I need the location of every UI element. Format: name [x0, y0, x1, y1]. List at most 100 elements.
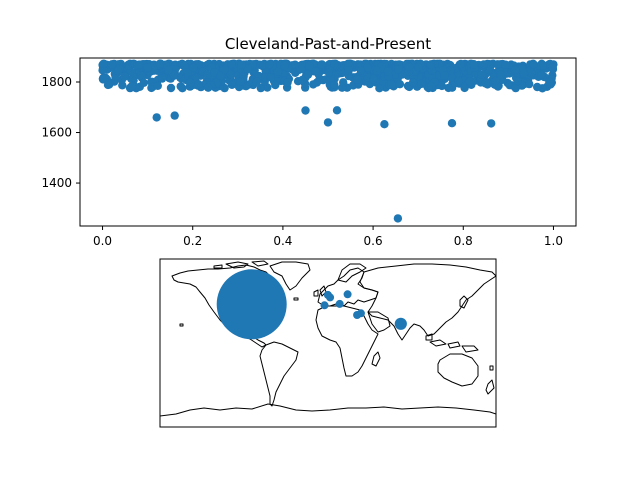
scatter-point: [296, 64, 306, 74]
map-bubble: [326, 293, 335, 302]
scatter-point: [456, 59, 466, 69]
y-tick-label: 1400: [41, 176, 72, 190]
chart-title: Cleveland-Past-and-Present: [225, 35, 431, 53]
scatter-point: [155, 59, 165, 68]
y-tick-label: 1800: [41, 75, 72, 89]
scatter-point-outlier: [380, 120, 389, 129]
scatter-point: [203, 70, 212, 79]
scatter-point: [137, 71, 146, 81]
scatter-point-outlier: [332, 106, 342, 115]
scatter-point-outlier: [301, 106, 310, 115]
coastline-asia: [359, 263, 496, 341]
scatter-point: [539, 61, 548, 70]
x-tick-label: 1.0: [544, 234, 563, 248]
scatter-point: [143, 63, 152, 72]
coastlines: [160, 260, 496, 417]
scatter-point: [189, 63, 198, 72]
scatter-point: [469, 60, 479, 69]
scatter-point: [454, 76, 463, 86]
scatter-point: [180, 61, 189, 71]
scatter-point: [153, 81, 162, 91]
x-tick-label: 0.0: [93, 234, 112, 248]
map-frame: [159, 258, 497, 428]
scatter-point: [139, 78, 148, 88]
scatter-point: [481, 79, 490, 88]
scatter-point: [513, 76, 522, 86]
scatter-point: [491, 76, 500, 86]
coastline-scandinavia: [337, 263, 367, 283]
scatter-point: [339, 78, 348, 87]
scatter-point: [120, 72, 129, 81]
x-tick-label: 0.2: [183, 234, 202, 248]
scatter-point: [194, 80, 203, 89]
scatter-point: [219, 65, 229, 74]
scatter-point: [226, 70, 236, 79]
scatter-point: [237, 60, 246, 69]
map-content: [160, 260, 496, 417]
scatter-point: [426, 60, 436, 69]
scatter-point: [479, 60, 488, 69]
coastline-new-zealand: [485, 379, 495, 395]
scatter-point: [529, 60, 538, 69]
scatter-point: [356, 66, 366, 75]
scatter-point: [477, 70, 486, 80]
scatter-point: [493, 60, 502, 69]
coastline-small-islands: [179, 297, 494, 371]
scatter-point: [317, 60, 327, 69]
scatter-point-outlier: [152, 113, 161, 122]
scatter-point: [290, 60, 300, 69]
y-tick-label: 1600: [41, 126, 72, 140]
scatter-point: [169, 70, 179, 79]
scatter-point: [525, 79, 534, 89]
scatter-point: [241, 82, 251, 91]
scatter-point: [183, 68, 192, 77]
scatter-point: [511, 83, 520, 93]
scatter-points: [98, 59, 558, 223]
scatter-point: [394, 65, 403, 74]
scatter-point: [280, 61, 289, 71]
scatter-point: [417, 79, 426, 89]
scatter-point: [164, 66, 173, 75]
scatter-point: [387, 80, 396, 89]
scatter-point: [375, 84, 384, 93]
scatter-point: [533, 82, 542, 92]
scatter-point: [100, 74, 109, 83]
scatter-point: [305, 61, 314, 71]
scatter-point: [383, 67, 393, 76]
scatter-point: [185, 78, 195, 88]
scatter-point: [103, 80, 113, 90]
map-bubble: [216, 269, 287, 340]
map-bubble: [320, 301, 329, 310]
coastline-madagascar: [371, 351, 381, 367]
scatter-point: [135, 60, 144, 69]
scatter-point: [537, 70, 546, 80]
scatter-point: [414, 63, 423, 72]
scatter-point: [343, 59, 353, 68]
scatter-point: [369, 74, 378, 84]
scatter-point-outlier: [393, 214, 403, 223]
scatter-point: [204, 83, 213, 92]
coastline-arctic-islands: [213, 260, 269, 269]
map-bubble: [394, 317, 407, 330]
coastline-australia: [437, 353, 479, 387]
world-map: [159, 258, 497, 428]
coastline-south-america: [259, 341, 299, 407]
scatter-point: [126, 67, 136, 76]
map-bubbles: [216, 269, 407, 340]
scatter-point: [303, 70, 313, 79]
scatter-point: [309, 80, 318, 89]
scatter-point: [271, 80, 280, 90]
scatter-point: [311, 67, 320, 76]
scatter-point: [166, 83, 176, 93]
scatter-point: [236, 77, 245, 86]
scatter-point: [353, 75, 362, 84]
scatter-point-outlier: [447, 119, 457, 128]
scatter-point: [427, 66, 437, 76]
scatter-point: [527, 68, 536, 78]
x-tick-label: 0.8: [454, 234, 473, 248]
scatter-point: [440, 71, 449, 80]
coastline-japan: [459, 295, 469, 309]
coastline-papua: [461, 345, 479, 353]
scatter-point: [330, 59, 339, 69]
